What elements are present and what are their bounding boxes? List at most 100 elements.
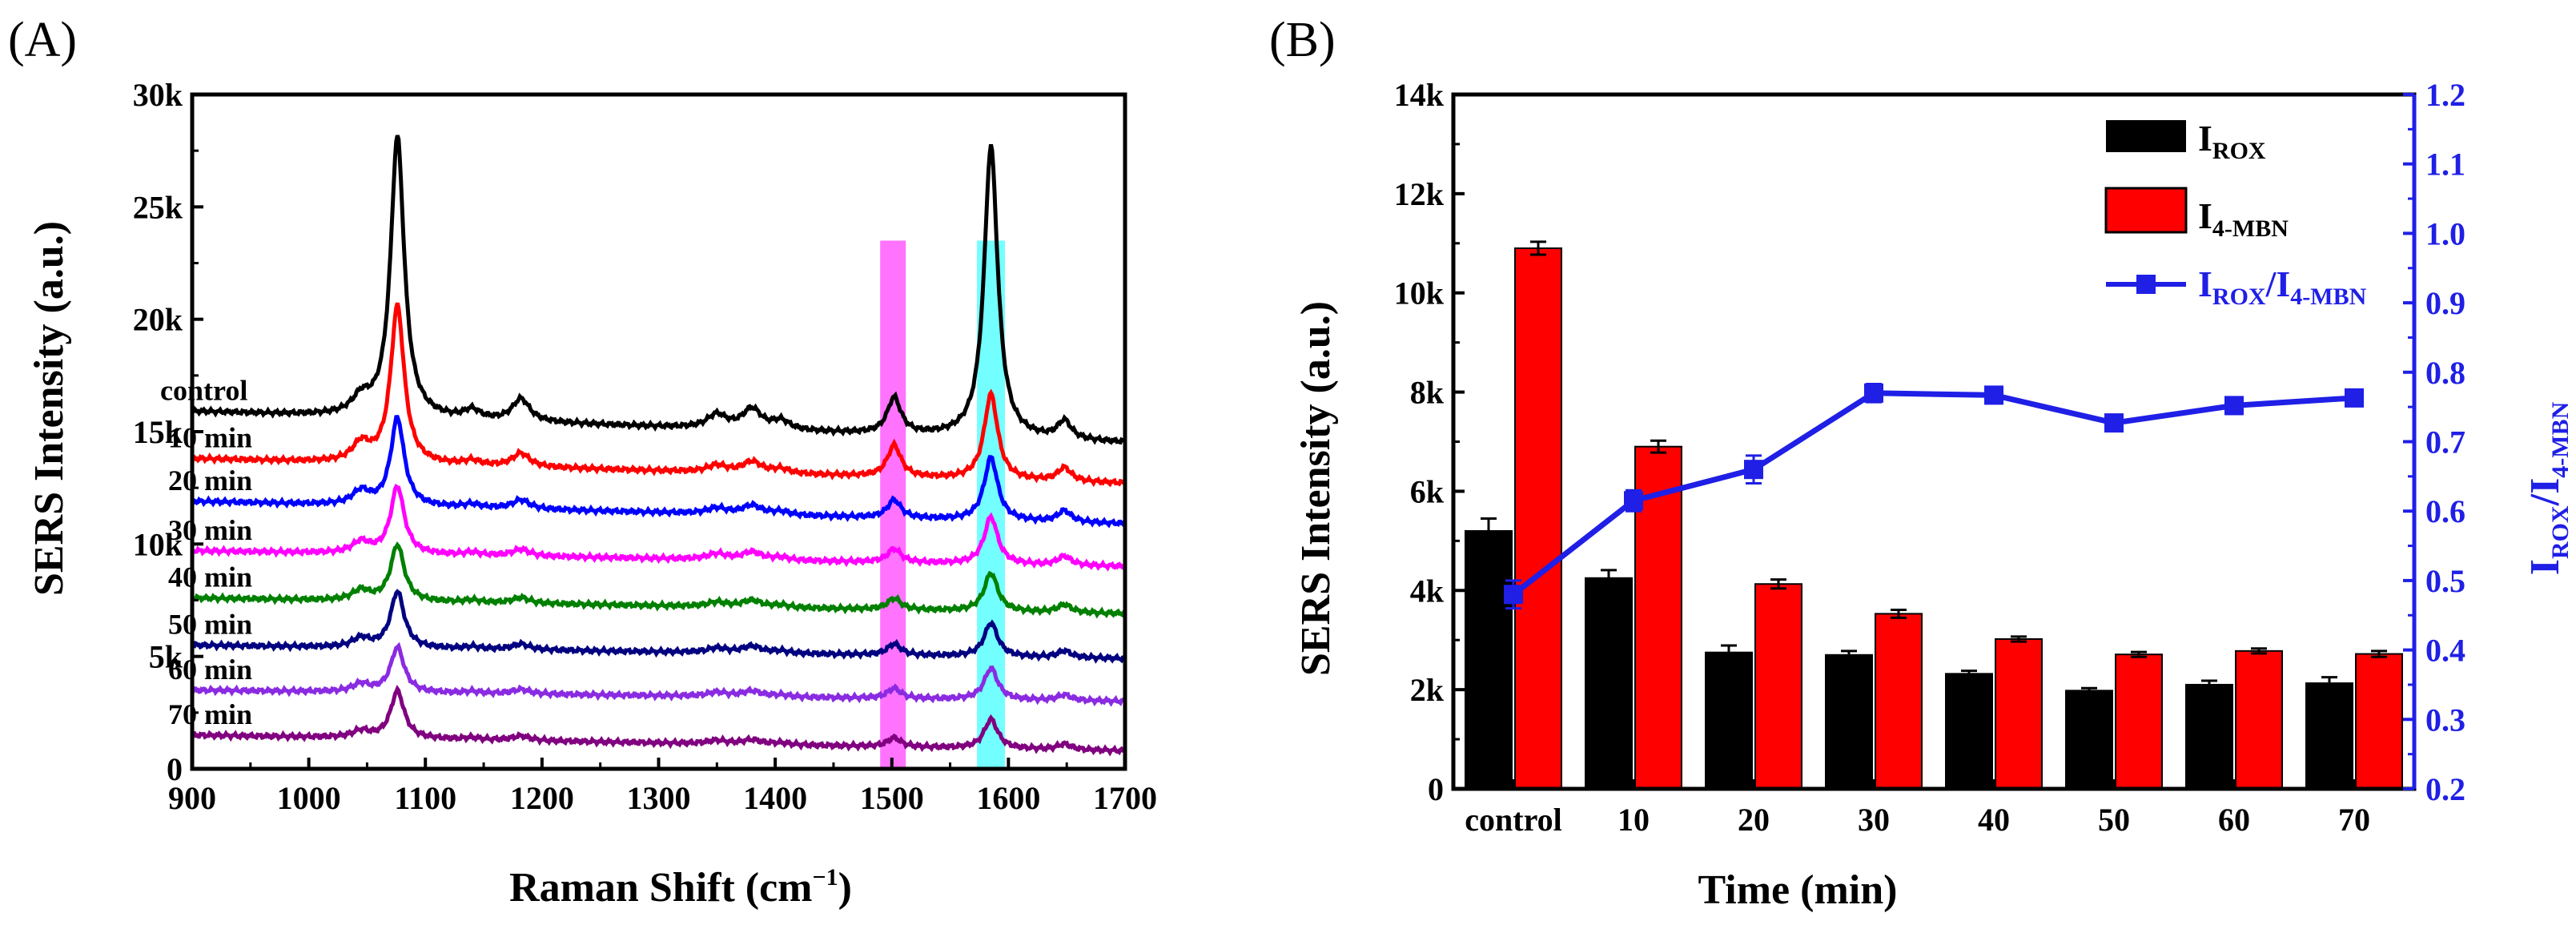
right-y-tick-label-0-9: 0.9 — [2425, 285, 2465, 321]
legend-label-ratio: IROX/I4-MBN — [2198, 263, 2367, 310]
ratio-point-60 — [2224, 396, 2244, 416]
y-tick-label-30k: 30k — [133, 77, 183, 113]
ratio-point-40 — [1984, 385, 2003, 405]
x-tick-label-1400: 1400 — [743, 780, 807, 816]
y-tick-label-2k: 2k — [1410, 672, 1445, 708]
ratio-point-30 — [1864, 383, 1883, 403]
panel-a-y-ticks: 0 5k 10k 15k 20k 25k 30k — [133, 77, 203, 787]
legend-label-rox: IROX — [2198, 118, 2266, 164]
right-y-tick-label-0-5: 0.5 — [2425, 563, 2465, 599]
spectrum-label-40-min: 40 min — [168, 561, 252, 593]
legend-item-mbn: I4-MBN — [2104, 187, 2289, 242]
x-tick-label-10: 10 — [1618, 802, 1650, 838]
y-tick-label-0: 0 — [167, 751, 183, 787]
spectrum-line-60-min — [191, 641, 1127, 707]
right-y-tick-label-0-7: 0.7 — [2425, 424, 2465, 460]
bar-mbn-control — [1514, 247, 1562, 790]
ratio-point-10 — [1624, 491, 1643, 511]
panel-b-bar-chart: control 10 20 30 40 50 60 70 0 2k 4k 6k 8k 10k 12k 14k… — [1293, 77, 2574, 913]
right-y-tick-label-0-4: 0.4 — [2425, 633, 2465, 669]
panel-b-label: (B) — [1269, 13, 1336, 67]
x-tick-label-1500: 1500 — [860, 780, 924, 816]
spectrum-line-40-min — [191, 541, 1126, 619]
spectrum-label-30-min: 30 min — [168, 514, 252, 546]
legend-marker-ratio — [2136, 275, 2156, 294]
panel-b-x-axis-title: Time (min) — [1698, 867, 1898, 913]
spectra-series-labels: control 10 min 20 min 30 min 40 min 50 min 60 … — [160, 375, 252, 730]
bar-mbn-60 — [2235, 649, 2283, 790]
panel-b-y-axis-title: SERS Intensity (a.u.) — [1293, 301, 1339, 676]
x-tick-label-1300: 1300 — [627, 780, 691, 816]
legend-swatch-rox — [2106, 120, 2186, 152]
y-tick-label-25k: 25k — [133, 189, 183, 225]
spectrum-label-20-min: 20 min — [168, 464, 252, 497]
spectrum-line-50-min — [191, 589, 1126, 664]
spectrum-label-control: control — [160, 375, 247, 407]
ratio-point-70 — [2345, 388, 2364, 408]
x-tick-label-50: 50 — [2098, 802, 2130, 838]
spectrum-label-70-min: 70 min — [168, 698, 252, 730]
bar-rox-30 — [1825, 654, 1873, 790]
bar-mbn-70 — [2355, 653, 2403, 790]
x-tick-label-60: 60 — [2218, 802, 2250, 838]
x-tick-label-control: control — [1465, 802, 1561, 838]
y-tick-label-6k: 6k — [1410, 473, 1445, 509]
legend: IROX I4-MBN IROX/I4-MBN — [2104, 118, 2367, 310]
spectrum-line-20-min — [191, 415, 1126, 529]
y-tick-label-8k: 8k — [1410, 375, 1445, 411]
y-tick-label-0: 0 — [1428, 771, 1444, 807]
panel-a-spectra-chart: control 10 min 20 min 30 min 40 min 50 min 60 … — [26, 77, 1157, 911]
panel-a-label: (A) — [8, 13, 77, 67]
x-tick-label-70: 70 — [2338, 802, 2370, 838]
panel-b-right-y-axis-title: IROX/I4-MBN — [2522, 401, 2574, 575]
y-tick-label-10k: 10k — [1394, 275, 1445, 312]
panel-a-y-axis-title: SERS Intensity (a.u.) — [26, 221, 72, 596]
legend-label-mbn: I4-MBN — [2198, 195, 2289, 242]
ratio-line — [1511, 390, 2355, 597]
ratio-point-50 — [2104, 413, 2124, 433]
spectrum-line-10-min — [190, 302, 1127, 488]
spectrum-label-10-min: 10 min — [168, 422, 252, 454]
x-tick-label-1000: 1000 — [277, 780, 341, 816]
bar-rox-10 — [1585, 577, 1633, 790]
right-y-tick-label-1-1: 1.1 — [2425, 147, 2465, 183]
x-tick-label-1200: 1200 — [510, 780, 574, 816]
ratio-line-series — [1504, 383, 2364, 610]
spectrum-line-control — [191, 135, 1126, 445]
x-tick-label-40: 40 — [1978, 802, 2010, 838]
legend-swatch-mbn — [2104, 187, 2188, 234]
panel-b-x-ticks: control 10 20 30 40 50 60 70 — [1465, 779, 2370, 838]
bars — [1465, 240, 2403, 790]
legend-item-rox: IROX — [2106, 118, 2266, 164]
spectrum-line-30-min — [190, 483, 1127, 572]
bar-rox-60 — [2185, 683, 2233, 790]
bar-rox-50 — [2065, 690, 2113, 790]
ratio-point-20 — [1744, 460, 1763, 480]
panel-a-x-ticks: 900 1000 1100 1200 1300 1400 1500 1600 1700 — [168, 758, 1157, 816]
panel-b-right-y-ticks: 0.2 0.3 0.4 0.5 0.6 0.7 0.8 0.9 1.0 1.1 1.2 — [2403, 77, 2465, 807]
bar-mbn-30 — [1875, 613, 1923, 790]
x-tick-label-30: 30 — [1858, 802, 1890, 838]
right-y-tick-label-0-2: 0.2 — [2425, 771, 2465, 807]
panel-b-y-ticks: 0 2k 4k 6k 8k 10k 12k 14k — [1394, 77, 1465, 807]
bar-rox-70 — [2305, 682, 2353, 790]
y-tick-label-14k: 14k — [1394, 77, 1445, 113]
bar-mbn-40 — [1995, 637, 2043, 790]
spectrum-label-60-min: 60 min — [168, 654, 252, 686]
y-tick-label-15k: 15k — [133, 414, 183, 450]
right-y-tick-label-0-6: 0.6 — [2425, 493, 2465, 529]
bar-rox-40 — [1945, 673, 1993, 790]
x-tick-label-1700: 1700 — [1093, 780, 1157, 816]
x-tick-label-1100: 1100 — [394, 780, 456, 816]
spectrum-line-70-min — [190, 684, 1127, 757]
bar-mbn-50 — [2115, 654, 2163, 790]
bar-rox-control — [1465, 529, 1513, 790]
y-tick-label-10k: 10k — [133, 526, 183, 562]
x-tick-label-900: 900 — [168, 780, 216, 816]
x-tick-label-20: 20 — [1738, 802, 1770, 838]
ratio-point-control — [1504, 585, 1523, 605]
spectrum-label-50-min: 50 min — [168, 609, 252, 641]
y-tick-label-20k: 20k — [133, 302, 183, 338]
right-y-tick-label-1-2: 1.2 — [2425, 77, 2465, 113]
